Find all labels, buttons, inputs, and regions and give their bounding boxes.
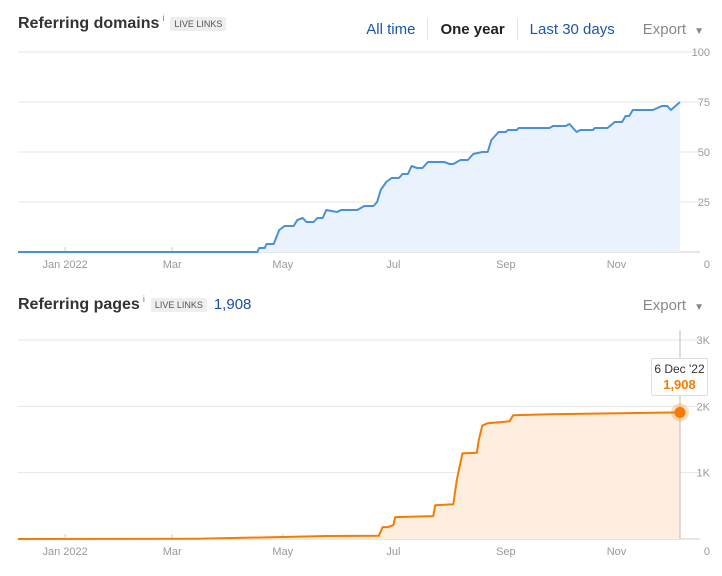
caret-down-icon: ▼ — [694, 25, 704, 37]
series-line — [18, 101, 681, 253]
pages-header: Referring pages i LIVE LINKS 1,908 — [18, 294, 252, 314]
divider — [516, 18, 518, 40]
x-tick-label: Jul — [386, 546, 400, 558]
caret-down-icon: ▼ — [694, 302, 704, 313]
range-all-time[interactable]: All time — [366, 20, 416, 38]
x-tick-label: Jul — [386, 259, 400, 271]
series-area — [18, 102, 680, 252]
tooltip-date: 6 Dec '22 — [654, 362, 705, 376]
range-one-year[interactable]: One year — [440, 20, 505, 38]
y-tick-label: 50 — [698, 147, 710, 159]
x-tick-label: Sep — [496, 546, 516, 558]
divider — [427, 18, 429, 40]
y-tick-label: 0 — [704, 259, 710, 271]
time-range-selector: All time One year Last 30 days Export ▼ — [354, 18, 704, 40]
x-tick-label: Nov — [607, 546, 627, 558]
pages-count: 1,908 — [213, 296, 252, 313]
y-tick-label: 2K — [697, 401, 711, 413]
live-links-badge: LIVE LINKS — [150, 298, 207, 312]
x-tick-label: Jan 2022 — [43, 259, 88, 271]
x-tick-label: May — [272, 259, 293, 271]
domains-title: Referring domains — [18, 15, 160, 32]
info-icon[interactable]: i — [162, 13, 165, 23]
x-tick-label: Nov — [607, 259, 627, 271]
x-tick-label: Mar — [163, 546, 182, 558]
range-last-30-days[interactable]: Last 30 days — [529, 20, 615, 38]
y-tick-label: 75 — [698, 97, 710, 109]
tooltip-value: 1,908 — [663, 377, 696, 392]
series-line — [17, 411, 681, 540]
x-tick-label: May — [272, 546, 293, 558]
pages-title: Referring pages — [18, 296, 140, 313]
x-tick-label: Jan 2022 — [43, 546, 88, 558]
hover-point — [674, 406, 686, 418]
referring-pages-chart[interactable]: 3K 2K 1K 0 Jan 2022 Mar May Jul Sep Nov — [0, 330, 722, 576]
referring-domains-chart[interactable]: 100 75 50 25 0 Jan 2022 Mar May Jul Sep Nov — [0, 45, 722, 280]
live-links-badge: LIVE LINKS — [170, 17, 227, 31]
export-label: Export — [642, 297, 687, 314]
export-label: Export — [642, 20, 687, 38]
x-tick-label: Sep — [496, 259, 516, 271]
y-tick-label: 100 — [692, 47, 710, 59]
y-tick-label: 0 — [704, 546, 710, 558]
domains-header: Referring domains i LIVE LINKS — [18, 13, 227, 33]
info-icon[interactable]: i — [142, 294, 145, 304]
y-tick-label: 1K — [697, 468, 711, 480]
series-area — [18, 412, 680, 539]
y-tick-label: 25 — [698, 197, 710, 209]
y-tick-label: 3K — [697, 335, 711, 347]
x-tick-label: Mar — [163, 259, 182, 271]
chart-tooltip: 6 Dec '22 1,908 — [651, 358, 708, 396]
export-button[interactable]: Export ▼ — [627, 21, 704, 38]
export-button[interactable]: Export ▼ — [643, 297, 704, 314]
